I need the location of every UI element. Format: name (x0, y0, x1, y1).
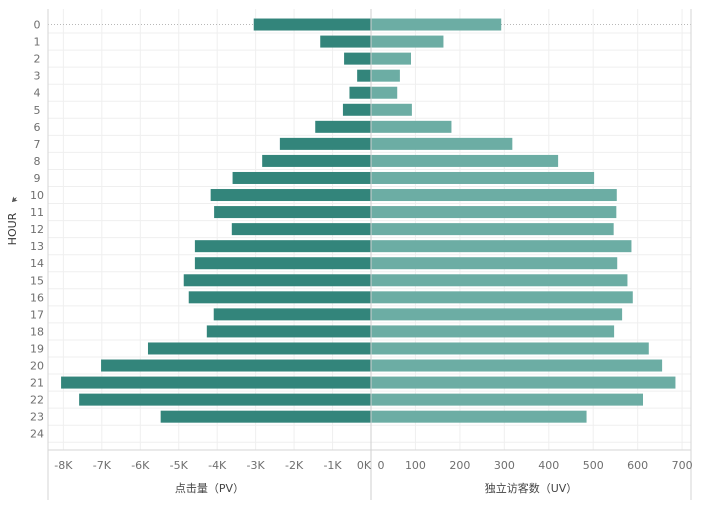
uv-bar (371, 291, 633, 304)
y-tick-label: 11 (30, 206, 44, 219)
pv-bar (214, 206, 371, 219)
y-tick-label: 1 (34, 36, 41, 49)
y-axis-title: HOUR (6, 212, 19, 245)
uv-tick-label: 100 (405, 459, 426, 472)
pv-bar (262, 154, 371, 167)
uv-bar (371, 18, 502, 31)
uv-bar (371, 171, 595, 184)
uv-bar (371, 359, 663, 372)
y-tick-label: 17 (30, 308, 44, 321)
y-tick-label: 12 (30, 223, 44, 236)
sort-icon (11, 196, 18, 203)
uv-tick-label: 300 (494, 459, 515, 472)
pv-bar (349, 86, 371, 99)
uv-bar (371, 52, 411, 65)
uv-bar (371, 342, 649, 355)
pv-bar (194, 257, 371, 270)
pv-axis-title: 点击量（PV） (175, 482, 244, 495)
y-tick-label: 14 (30, 257, 44, 270)
pv-bar (344, 52, 371, 65)
pv-bar (253, 18, 371, 31)
uv-tick-label: 200 (449, 459, 470, 472)
uv-bar (371, 257, 618, 270)
uv-bar (371, 206, 617, 219)
y-tick-label: 20 (30, 360, 44, 373)
y-tick-label: 13 (30, 240, 44, 253)
pv-tick-label: -2K (285, 459, 304, 472)
uv-tick-label: 500 (583, 459, 604, 472)
pv-tick-label: -3K (247, 459, 266, 472)
pv-tick-label: -1K (323, 459, 342, 472)
y-tick-label: 8 (34, 155, 41, 168)
y-tick-label: 2 (34, 53, 41, 66)
y-tick-label: 24 (30, 428, 44, 441)
uv-bar (371, 35, 444, 48)
uv-bar (371, 410, 587, 423)
uv-bar (371, 103, 412, 116)
uv-bar (371, 240, 632, 253)
y-tick-label: 5 (34, 104, 41, 117)
uv-bar (371, 223, 614, 236)
pv-bar (183, 274, 371, 287)
uv-axis-title: 独立访客数（UV） (485, 481, 578, 495)
y-tick-label: 7 (34, 138, 41, 151)
y-tick-label: 6 (34, 121, 41, 134)
pv-bar (213, 308, 371, 321)
uv-tick-label: 700 (672, 459, 693, 472)
pv-bar (315, 120, 371, 133)
pv-bar (160, 410, 371, 423)
uv-bar (371, 137, 513, 150)
uv-bar (371, 274, 628, 287)
pv-tick-label: -5K (170, 459, 189, 472)
y-tick-label: 15 (30, 274, 44, 287)
pv-bar (61, 376, 371, 389)
uv-tick-label: 600 (627, 459, 648, 472)
pv-bar (101, 359, 372, 372)
y-tick-label: 21 (30, 377, 44, 390)
uv-bar (371, 325, 615, 338)
y-tick-label: 23 (30, 411, 44, 424)
uv-tick-label: 400 (538, 459, 559, 472)
uv-bar (371, 69, 400, 82)
pv-bar (188, 291, 371, 304)
pv-bar (232, 171, 371, 184)
pv-bar (342, 103, 371, 116)
pv-bar (320, 35, 371, 48)
pv-bar (194, 240, 371, 253)
y-tick-label: 0 (34, 19, 41, 32)
uv-bar (371, 308, 623, 321)
pv-bar (210, 189, 371, 202)
pv-tick-label: -6K (131, 459, 150, 472)
y-tick-label: 9 (34, 172, 41, 185)
uv-bar (371, 154, 559, 167)
pv-tick-label: -4K (208, 459, 227, 472)
y-tick-label: 22 (30, 394, 44, 407)
pv-bar (147, 342, 371, 355)
uv-bar (371, 120, 452, 133)
y-tick-label: 10 (30, 189, 44, 202)
pv-bar (357, 69, 371, 82)
pv-bar (79, 393, 372, 406)
uv-bar (371, 86, 398, 99)
y-tick-label: 19 (30, 342, 44, 355)
y-tick-label: 4 (34, 87, 41, 100)
pv-bar (206, 325, 371, 338)
y-tick-label: 16 (30, 291, 44, 304)
pv-bar (231, 223, 371, 236)
uv-bar (371, 376, 676, 389)
pv-bar (279, 137, 371, 150)
y-tick-label: 18 (30, 325, 44, 338)
y-tick-label: 3 (34, 70, 41, 83)
uv-bar (371, 189, 617, 202)
pv-tick-label: -7K (93, 459, 112, 472)
uv-bar (371, 393, 643, 406)
pv-tick-label: 0K (357, 459, 372, 472)
uv-tick-label: 0 (378, 459, 385, 472)
pv-tick-label: -8K (54, 459, 73, 472)
